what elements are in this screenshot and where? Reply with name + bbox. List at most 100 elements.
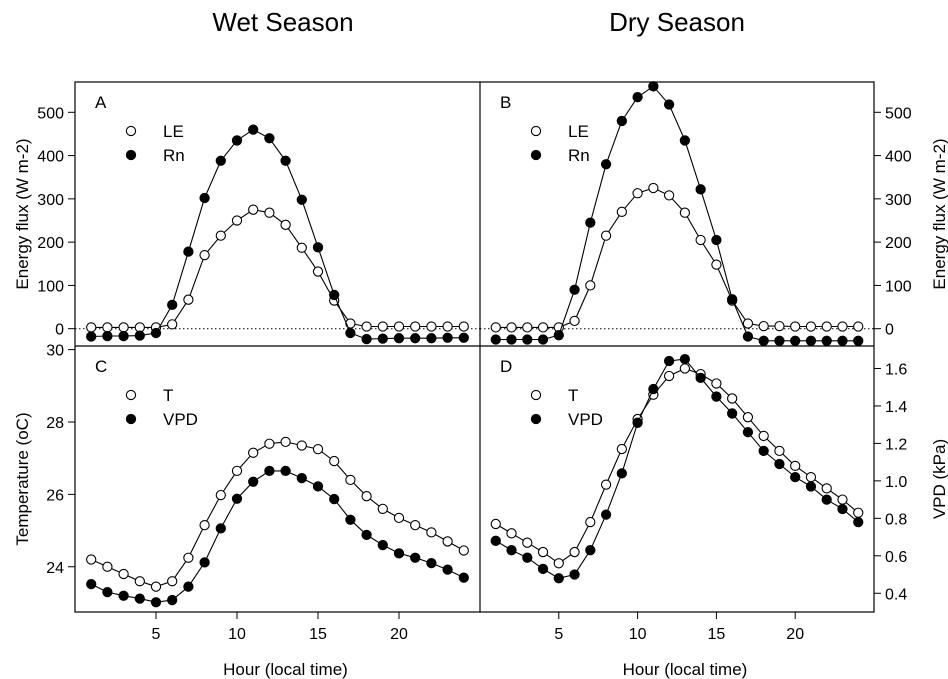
series-line-t-c — [90, 441, 465, 588]
data-point-le-a — [377, 321, 388, 332]
legend-marker-rn-a — [125, 149, 137, 161]
data-point-rn-a — [215, 155, 226, 166]
data-point-vpd-d — [537, 563, 549, 575]
data-point-t-c — [361, 491, 372, 502]
data-point-le-a — [296, 242, 307, 253]
y-tick-label-b: 500 — [885, 105, 912, 122]
data-point-vpd-c — [377, 539, 388, 551]
data-point-le-b — [805, 321, 817, 332]
series-line-rn-b — [495, 85, 859, 342]
data-point-rn-b — [506, 334, 517, 345]
data-point-t-c — [442, 536, 453, 547]
y-axis-title-b: Energy flux (W m-2) — [930, 138, 948, 289]
panel-letter-d: D — [500, 357, 512, 376]
x-tick-label-d: 15 — [708, 626, 726, 643]
data-point-t-c — [248, 447, 259, 458]
data-point-t-d — [679, 363, 691, 374]
data-point-rn-a — [102, 330, 113, 342]
x-tick-label-c: 10 — [228, 626, 246, 643]
data-point-vpd-d — [632, 417, 643, 428]
data-point-rn-a — [410, 333, 421, 344]
data-point-t-c — [280, 436, 291, 448]
data-point-rn-a — [312, 242, 324, 253]
legend-label-le-a: LE — [163, 122, 184, 141]
data-point-le-b — [679, 207, 691, 218]
data-point-le-b — [742, 318, 754, 329]
data-point-rn-a — [118, 330, 129, 342]
data-point-rn-b — [727, 294, 738, 305]
data-point-t-d — [490, 518, 501, 530]
data-point-rn-a — [199, 192, 210, 204]
data-point-rn-b — [821, 335, 832, 346]
data-point-vpd-c — [215, 523, 226, 534]
data-point-vpd-c — [361, 529, 372, 541]
legend-marker-rn-b — [530, 149, 542, 161]
data-point-le-a — [442, 321, 453, 332]
data-point-rn-b — [711, 234, 722, 246]
data-point-le-a — [426, 321, 437, 332]
data-point-rn-a — [426, 333, 437, 344]
data-point-vpd-d — [600, 509, 612, 520]
data-point-t-c — [134, 576, 145, 587]
data-point-le-b — [853, 321, 864, 332]
data-point-rn-b — [585, 217, 596, 228]
data-point-rn-a — [393, 333, 405, 344]
data-point-t-c — [458, 545, 469, 556]
data-point-t-d — [616, 443, 627, 455]
data-point-vpd-d — [853, 516, 864, 528]
data-point-rn-b — [837, 335, 848, 346]
legend-marker-t-c — [125, 389, 137, 401]
data-point-vpd-d — [490, 535, 501, 546]
data-point-vpd-d — [648, 383, 659, 395]
legend-label-vpd-d: VPD — [568, 410, 603, 429]
data-point-t-d — [600, 479, 612, 490]
data-point-vpd-c — [410, 552, 421, 563]
data-point-rn-b — [758, 335, 769, 346]
data-point-vpd-c — [280, 465, 291, 477]
data-point-le-a — [118, 322, 129, 333]
data-point-le-a — [458, 321, 469, 332]
data-point-vpd-d — [695, 372, 706, 383]
data-point-le-b — [522, 322, 533, 333]
data-point-le-a — [248, 204, 259, 215]
data-point-t-d — [553, 558, 564, 569]
data-point-le-b — [837, 321, 848, 332]
series-line-le-a — [91, 209, 464, 328]
data-point-le-b — [506, 322, 517, 333]
data-point-vpd-c — [167, 594, 178, 606]
panel-letter-a: A — [95, 93, 107, 112]
data-point-le-a — [410, 321, 421, 332]
data-point-vpd-c — [150, 597, 162, 608]
y-tick-label-b: 400 — [885, 149, 912, 166]
y-tick-label-d: 0.4 — [885, 586, 907, 603]
data-point-le-a — [86, 322, 97, 333]
y-tick-label-a: 0 — [55, 322, 64, 339]
data-point-le-b — [537, 322, 549, 333]
series-line-le-b — [495, 187, 859, 328]
data-point-le-b — [695, 234, 706, 246]
data-point-t-c — [199, 519, 210, 531]
x-tick-label-c: 5 — [152, 626, 161, 643]
data-point-rn-a — [167, 299, 178, 311]
data-point-vpd-c — [248, 476, 259, 487]
legend-label-t-d: T — [568, 386, 578, 405]
data-point-t-c — [345, 474, 356, 486]
data-point-le-b — [600, 230, 612, 241]
data-point-vpd-d — [727, 408, 738, 419]
data-point-le-a — [167, 319, 178, 330]
data-point-rn-a — [442, 332, 453, 343]
y-tick-label-b: 300 — [885, 192, 912, 209]
x-tick-label-d: 5 — [554, 626, 563, 643]
data-point-t-c — [167, 576, 178, 587]
series-line-vpd-d — [495, 358, 859, 579]
y-tick-label-a: 500 — [37, 105, 64, 122]
data-point-rn-a — [183, 246, 194, 257]
data-point-le-b — [758, 320, 769, 332]
y-tick-label-d: 1.6 — [885, 361, 907, 378]
panel-letter-c: C — [95, 357, 107, 376]
data-point-vpd-c — [102, 586, 113, 598]
data-point-le-a — [264, 207, 275, 218]
data-point-le-b — [821, 321, 832, 332]
data-point-vpd-d — [522, 552, 533, 563]
data-point-vpd-c — [199, 557, 210, 568]
